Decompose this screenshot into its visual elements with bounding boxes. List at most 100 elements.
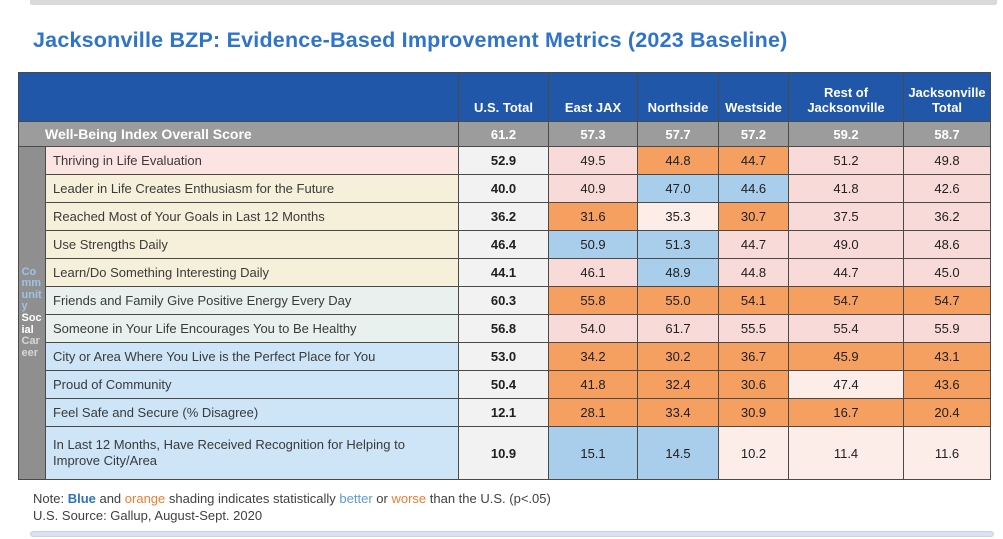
value-cell: 50.9	[548, 230, 638, 259]
value-cell: 42.6	[903, 174, 991, 203]
top-edge-decoration	[30, 0, 997, 5]
value-cell: 47.0	[637, 174, 719, 203]
value-cell: 30.9	[718, 398, 789, 427]
header-corner	[18, 72, 459, 122]
value-cell: 14.5	[637, 426, 719, 480]
metric-label: Learn/Do Something Interesting Daily	[45, 258, 459, 287]
legend-segment: orange	[124, 491, 166, 506]
value-cell: 41.8	[788, 174, 904, 203]
value-cell: 43.1	[903, 342, 991, 371]
value-cell: 54.0	[548, 314, 638, 343]
overall-score-label: Well-Being Index Overall Score	[18, 121, 459, 147]
category-label: Community	[21, 265, 42, 313]
value-cell: 45.9	[788, 342, 904, 371]
metric-row: Use Strengths Daily 46.4 50.9 51.3 44.7 49.0 4…	[19, 230, 991, 259]
value-cell: 53.0	[458, 342, 549, 371]
value-cell: 43.6	[903, 370, 991, 399]
metric-row: Someone in Your Life Encourages You to B…	[19, 314, 991, 343]
metric-row: In Last 12 Months, Have Received Recogni…	[19, 426, 991, 480]
value-cell: 44.7	[788, 258, 904, 287]
column-header: East JAX	[548, 72, 638, 122]
column-header: U.S. Total	[458, 72, 549, 122]
value-cell: 33.4	[637, 398, 719, 427]
value-cell: 36.2	[458, 202, 549, 231]
metric-label: Someone in Your Life Encourages You to B…	[45, 314, 459, 343]
value-cell: 46.1	[548, 258, 638, 287]
metric-label: Leader in Life Creates Enthusiasm for th…	[45, 174, 459, 203]
category-label: Social	[21, 312, 42, 336]
value-cell: 54.1	[718, 286, 789, 315]
value-cell: 47.4	[788, 370, 904, 399]
value-cell: 11.6	[903, 426, 991, 480]
value-cell: 61.7	[637, 314, 719, 343]
value-cell: 44.8	[718, 258, 789, 287]
value-cell: 44.7	[718, 146, 789, 175]
metric-label: Feel Safe and Secure (% Disagree)	[45, 398, 459, 427]
value-cell: 36.2	[903, 202, 991, 231]
metric-label: Proud of Community	[45, 370, 459, 399]
overall-value-cell: 61.2	[458, 121, 549, 147]
value-cell: 15.1	[548, 426, 638, 480]
value-cell: 35.3	[637, 202, 719, 231]
header-row: U.S. Total East JAX Northside Westside Rest …	[18, 72, 991, 122]
metric-label: City or Area Where You Live is the Perfe…	[45, 342, 459, 371]
value-cell: 49.5	[548, 146, 638, 175]
metric-row: Reached Most of Your Goals in Last 12 Mo…	[19, 202, 991, 231]
column-header: Westside	[718, 72, 789, 122]
legend-segment: or	[372, 491, 392, 506]
metric-row: Friends and Family Give Positive Energy …	[19, 286, 991, 315]
column-header: Rest of Jacksonville	[788, 72, 904, 122]
value-cell: 54.7	[903, 286, 991, 315]
value-cell: 56.8	[458, 314, 549, 343]
value-cell: 20.4	[903, 398, 991, 427]
value-cell: 49.0	[788, 230, 904, 259]
legend-segment: than the U.S. (p<.05)	[426, 491, 551, 506]
metric-row: Community Social Career Thriving in Life Ev…	[18, 146, 991, 480]
metric-label: Use Strengths Daily	[45, 230, 459, 259]
value-cell: 55.0	[637, 286, 719, 315]
metric-row: Feel Safe and Secure (% Disagree) 12.1 28.…	[19, 398, 991, 427]
value-cell: 50.4	[458, 370, 549, 399]
value-cell: 51.3	[637, 230, 719, 259]
value-cell: 31.6	[548, 202, 638, 231]
overall-value-cell: 58.7	[903, 121, 991, 147]
category-label: Career	[21, 335, 40, 359]
overall-value-cell: 57.2	[718, 121, 789, 147]
value-cell: 55.4	[788, 314, 904, 343]
legend-segment: better	[339, 491, 373, 506]
overall-score-row: Well-Being Index Overall Score 61.2 57.3 57…	[18, 121, 991, 147]
note-source: U.S. Source: Gallup, August-Sept. 2020	[33, 507, 263, 523]
value-cell: 48.9	[637, 258, 719, 287]
note-legend: Note: Blue and orange shading indicates …	[33, 491, 551, 508]
value-cell: 34.2	[548, 342, 638, 371]
value-cell: 48.6	[903, 230, 991, 259]
footnotes: Note: Blue and orange shading indicates …	[33, 491, 551, 525]
value-cell: 55.8	[548, 286, 638, 315]
legend-segment: and	[95, 491, 125, 506]
overall-value-cell: 59.2	[788, 121, 904, 147]
value-cell: 54.7	[788, 286, 904, 315]
value-cell: 37.5	[788, 202, 904, 231]
column-header: Jacksonville Total	[903, 72, 991, 122]
bottom-edge-decoration	[30, 531, 994, 537]
legend-segment: shading indicates statistically	[165, 491, 340, 506]
category-strip: Community Social Career	[18, 146, 46, 480]
legend-segment: Blue	[67, 491, 96, 506]
metric-row: Learn/Do Something Interesting Daily 44.1…	[19, 258, 991, 287]
value-cell: 36.7	[718, 342, 789, 371]
metric-row: City or Area Where You Live is the Perfe…	[19, 342, 991, 371]
value-cell: 44.1	[458, 258, 549, 287]
value-cell: 60.3	[458, 286, 549, 315]
value-cell: 52.9	[458, 146, 549, 175]
metric-label: Thriving in Life Evaluation	[45, 146, 459, 175]
value-cell: 49.8	[903, 146, 991, 175]
value-cell: 40.9	[548, 174, 638, 203]
value-cell: 45.0	[903, 258, 991, 287]
value-cell: 30.7	[718, 202, 789, 231]
page-title: Jacksonville BZP: Evidence-Based Improve…	[33, 28, 788, 52]
value-cell: 32.4	[637, 370, 719, 399]
metric-label: Reached Most of Your Goals in Last 12 Mo…	[45, 202, 459, 231]
value-cell: 55.9	[903, 314, 991, 343]
legend-segment: Note:	[33, 491, 68, 506]
